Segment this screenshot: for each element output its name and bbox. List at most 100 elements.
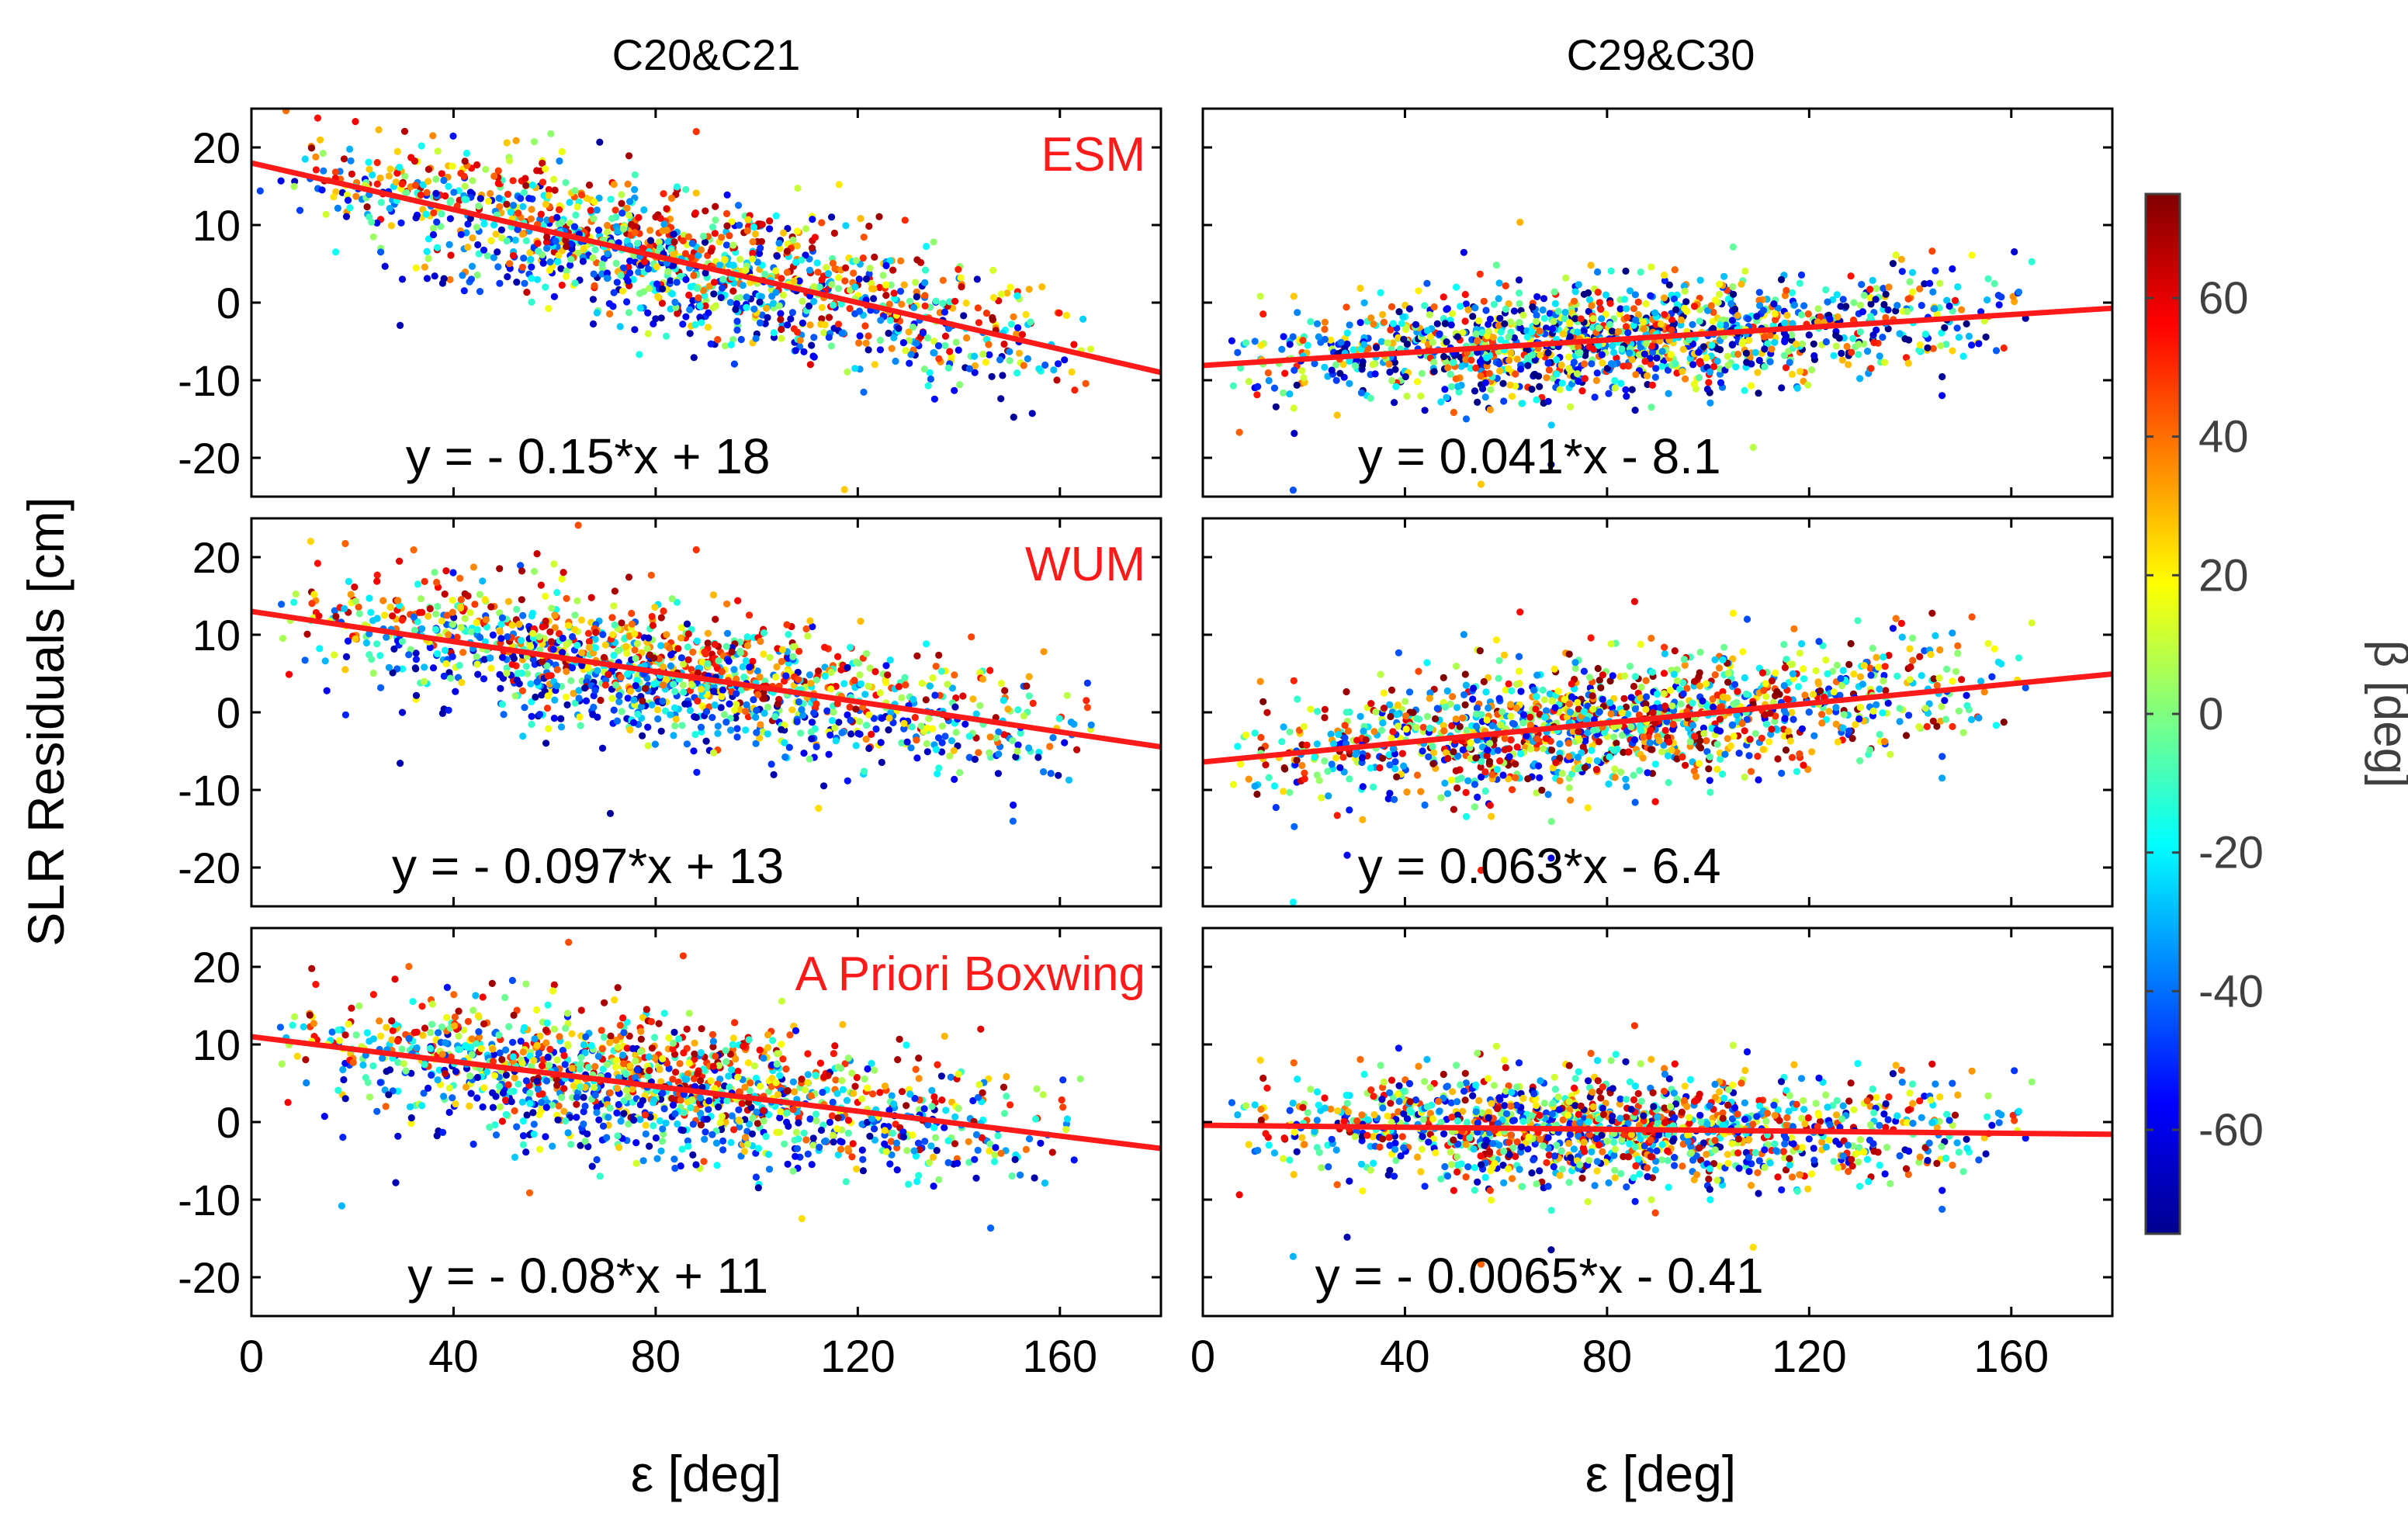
scatter-point	[1653, 354, 1661, 362]
scatter-point	[719, 686, 727, 694]
scatter-point	[497, 684, 504, 692]
scatter-point	[1719, 688, 1727, 696]
scatter-point	[386, 205, 393, 213]
scatter-point	[598, 744, 607, 752]
scatter-point	[1501, 320, 1509, 327]
scatter-point	[316, 645, 324, 653]
scatter-point	[1500, 651, 1509, 659]
scatter-point	[1430, 368, 1438, 376]
scatter-point	[1453, 283, 1460, 291]
scatter-point	[864, 346, 872, 354]
scatter-point	[1270, 384, 1278, 392]
scatter-point	[355, 603, 362, 611]
scatter-point	[1713, 345, 1721, 352]
scatter-point	[401, 172, 409, 180]
scatter-point	[610, 706, 618, 714]
scatter-point	[995, 750, 1003, 758]
scatter-point	[823, 707, 831, 715]
scatter-point	[1585, 296, 1594, 303]
scatter-point	[1892, 615, 1900, 622]
scatter-point	[1453, 333, 1461, 341]
scatter-point	[373, 219, 381, 227]
scatter-point	[1395, 308, 1403, 316]
scatter-point	[1587, 262, 1595, 269]
scatter-point	[379, 597, 387, 604]
scatter-point	[948, 684, 956, 692]
scatter-point	[1585, 289, 1592, 296]
scatter-point	[1364, 345, 1372, 352]
scatter-point	[919, 329, 927, 337]
x-axis-label-right: ε [deg]	[1585, 1445, 1737, 1502]
scatter-point	[1025, 692, 1033, 700]
scatter-point	[1679, 368, 1686, 376]
scatter-point	[507, 208, 515, 216]
scatter-point	[421, 263, 429, 271]
scatter-point	[1290, 293, 1298, 300]
scatter-point	[1647, 342, 1656, 350]
scatter-point	[1790, 715, 1797, 723]
y-tick-label: -20	[178, 843, 241, 892]
scatter-point	[1481, 379, 1489, 386]
scatter-point	[562, 272, 570, 280]
scatter-point	[658, 300, 667, 307]
scatter-point	[1343, 851, 1351, 859]
scatter-point	[608, 614, 616, 622]
scatter-point	[844, 663, 851, 672]
scatter-point	[1540, 314, 1548, 322]
scatter-point	[610, 289, 618, 296]
scatter-point	[935, 355, 943, 362]
scatter-point	[410, 546, 418, 554]
scatter-point	[553, 213, 561, 221]
scatter-point	[723, 600, 731, 608]
scatter-point	[1403, 392, 1411, 400]
scatter-point	[624, 180, 632, 188]
scatter-point	[1437, 794, 1445, 802]
scatter-point	[1595, 738, 1603, 746]
scatter-point	[1293, 381, 1301, 389]
scatter-point	[688, 681, 695, 688]
scatter-point	[1083, 704, 1091, 712]
scatter-point	[1394, 701, 1402, 709]
scatter-point	[958, 283, 965, 291]
scatter-point	[1679, 345, 1687, 353]
scatter-point	[1904, 295, 1912, 303]
scatter-point	[870, 715, 878, 722]
scatter-point	[670, 230, 677, 238]
scatter-point	[1398, 320, 1405, 327]
scatter-point	[810, 353, 818, 361]
scatter-point	[1009, 736, 1017, 745]
scatter-point	[1577, 315, 1585, 323]
scatter-point	[539, 159, 546, 167]
scatter-point	[1814, 318, 1821, 326]
scatter-point	[587, 594, 595, 601]
scatter-point	[1710, 362, 1718, 371]
scatter-point	[383, 633, 390, 641]
scatter-point	[1724, 352, 1731, 360]
scatter-point	[709, 304, 717, 312]
scatter-point	[1054, 360, 1062, 368]
scatter-point	[1984, 296, 1991, 304]
scatter-point	[806, 755, 813, 763]
scatter-point	[1804, 310, 1812, 318]
scatter-point	[930, 395, 938, 403]
scatter-point	[1510, 307, 1518, 315]
scatter-point	[959, 692, 967, 700]
scatter-point	[1936, 279, 1944, 287]
scatter-point	[770, 300, 778, 307]
scatter-point	[1291, 366, 1298, 374]
scatter-point	[1703, 748, 1711, 756]
scatter-point	[593, 206, 601, 214]
scatter-point	[630, 696, 638, 704]
scatter-point	[1949, 347, 1956, 355]
scatter-point	[1822, 286, 1830, 294]
scatter-point	[1380, 318, 1388, 326]
scatter-point	[856, 718, 864, 726]
scatter-point	[514, 670, 521, 677]
scatter-point	[726, 232, 733, 240]
scatter-point	[1547, 461, 1555, 469]
scatter-point	[509, 202, 518, 210]
scatter-point	[733, 690, 740, 698]
scatter-point	[1495, 360, 1503, 368]
scatter-point	[756, 319, 764, 327]
scatter-point	[1916, 285, 1924, 293]
